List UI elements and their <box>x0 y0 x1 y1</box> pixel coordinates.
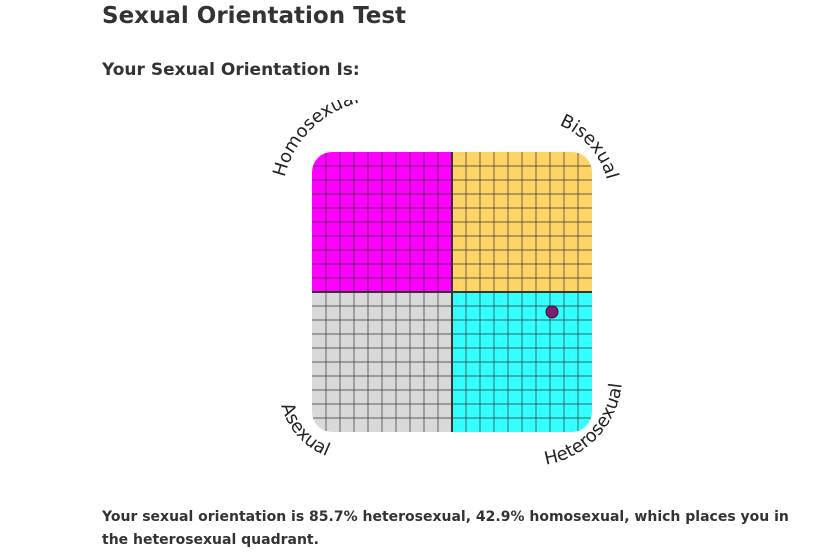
page-title: Sexual Orientation Test <box>102 3 407 29</box>
result-subtitle: Your Sexual Orientation Is: <box>102 60 360 80</box>
orientation-quadrant-chart: Homosexual Bisexual Asexual Heterosexual <box>269 100 627 470</box>
result-point <box>545 305 559 319</box>
result-description: Your sexual orientation is 85.7% heteros… <box>102 509 789 548</box>
